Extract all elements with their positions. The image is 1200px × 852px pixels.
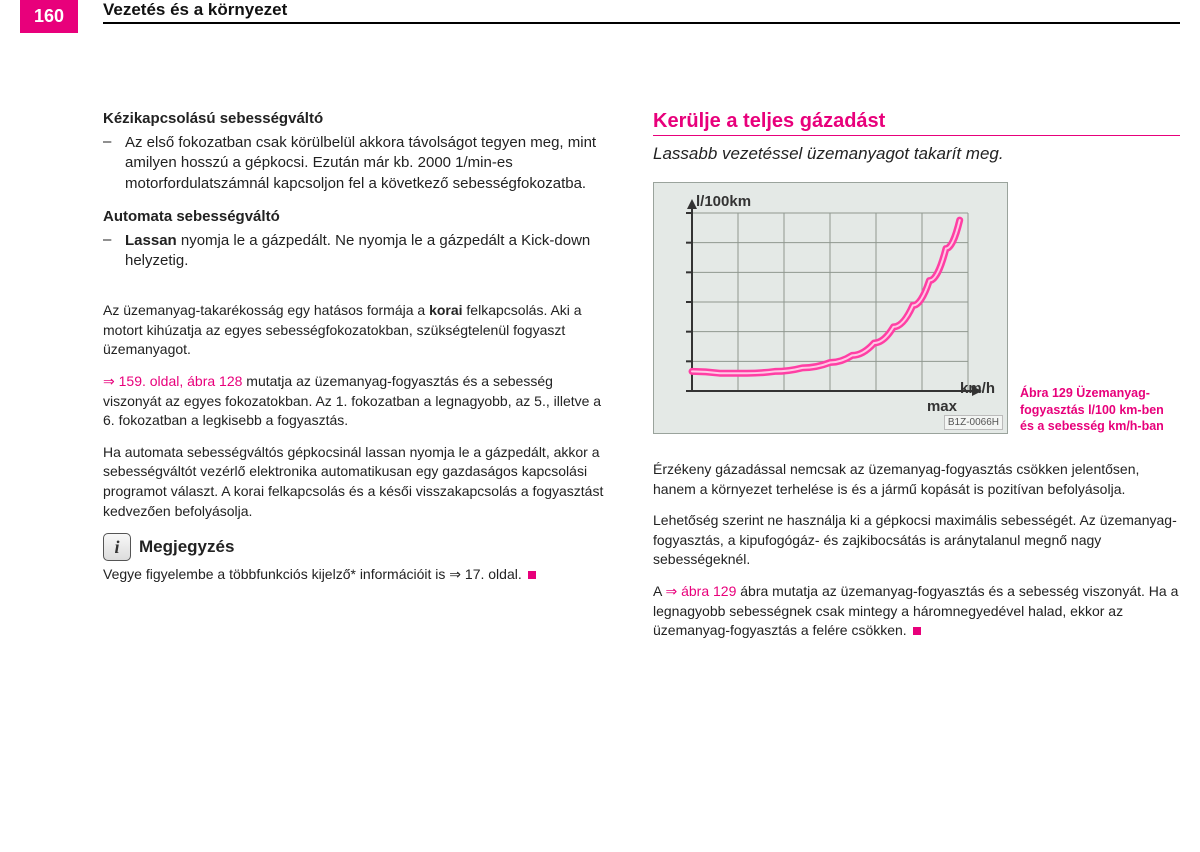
chart-svg [654, 183, 1008, 434]
note-label: Megjegyzés [139, 537, 234, 557]
figure-caption: Ábra 129 Üzemanyag-fogyasztás l/100 km-b… [1020, 385, 1180, 434]
bullet-dash-icon: – [103, 133, 125, 194]
y-axis-label: l/100km [696, 193, 751, 210]
bold-word: Lassan [125, 232, 177, 249]
end-of-section-icon [913, 627, 921, 635]
x-axis-label: km/h [960, 380, 995, 397]
paragraph: Ha automata sebességváltós gépkocsinál l… [103, 443, 613, 521]
text: Az üzemanyag-takarékosság egy hatásos fo… [103, 302, 429, 318]
paragraph: ⇒ 159. oldal, ábra 128 mutatja az üzeman… [103, 372, 613, 431]
bold-word: korai [429, 302, 462, 318]
end-of-section-icon [528, 571, 536, 579]
text: Vegye figyelembe a többfunkciós kijelző*… [103, 566, 449, 582]
cross-reference-link[interactable]: ⇒ 159. oldal, ábra 128 [103, 373, 242, 389]
chapter-title: Vezetés és a környezet [103, 0, 287, 20]
paragraph: A ⇒ ábra 129 ábra mutatja az üzemanyag-f… [653, 582, 1180, 641]
subheading-manual: Kézikapcsolású sebességváltó [103, 110, 613, 127]
text: nyomja le a gázpedált. Ne nyomja le a gá… [125, 232, 590, 269]
info-icon: i [103, 533, 131, 561]
lead-text: Lassabb vezetéssel üzemanyagot takarít m… [653, 144, 1180, 164]
bullet-text: Az első fokozatban csak körülbelül akkor… [125, 133, 613, 194]
bullet-text: Lassan nyomja le a gázpedált. Ne nyomja … [125, 231, 613, 272]
bullet-manual: – Az első fokozatban csak körülbelül akk… [103, 133, 613, 194]
paragraph: Lehetőség szerint ne használja ki a gépk… [653, 511, 1180, 570]
text: . [518, 566, 526, 582]
chart-id-tag: B1Z-0066H [944, 415, 1003, 430]
bullet-dash-icon: – [103, 231, 125, 272]
paragraph: Érzékeny gázadással nemcsak az üzemanyag… [653, 460, 1180, 499]
cross-reference-link[interactable]: ⇒ ábra 129 [665, 583, 736, 599]
x-axis-max-label: max [927, 398, 957, 415]
chart: l/100km km/h max B1Z-0066H [653, 182, 1008, 434]
note-heading: i Megjegyzés [103, 533, 613, 561]
content: Kézikapcsolású sebességváltó – Az első f… [103, 110, 1180, 653]
cross-reference-link[interactable]: ⇒ 17. oldal [449, 566, 518, 582]
section-rule [653, 135, 1180, 136]
figure: l/100km km/h max B1Z-0066H Ábra 129 Üzem… [653, 182, 1180, 434]
left-column: Kézikapcsolású sebességváltó – Az első f… [103, 110, 613, 653]
page-number: 160 [20, 0, 78, 33]
note-text: Vegye figyelembe a többfunkciós kijelző*… [103, 565, 613, 585]
right-column: Kerülje a teljes gázadást Lassabb vezeté… [653, 110, 1180, 653]
text: A [653, 583, 665, 599]
subheading-automatic: Automata sebességváltó [103, 208, 613, 225]
section-title: Kerülje a teljes gázadást [653, 110, 1180, 133]
paragraph: Az üzemanyag-takarékosság egy hatásos fo… [103, 301, 613, 360]
bullet-automatic: – Lassan nyomja le a gázpedált. Ne nyomj… [103, 231, 613, 272]
header-rule [103, 22, 1180, 24]
